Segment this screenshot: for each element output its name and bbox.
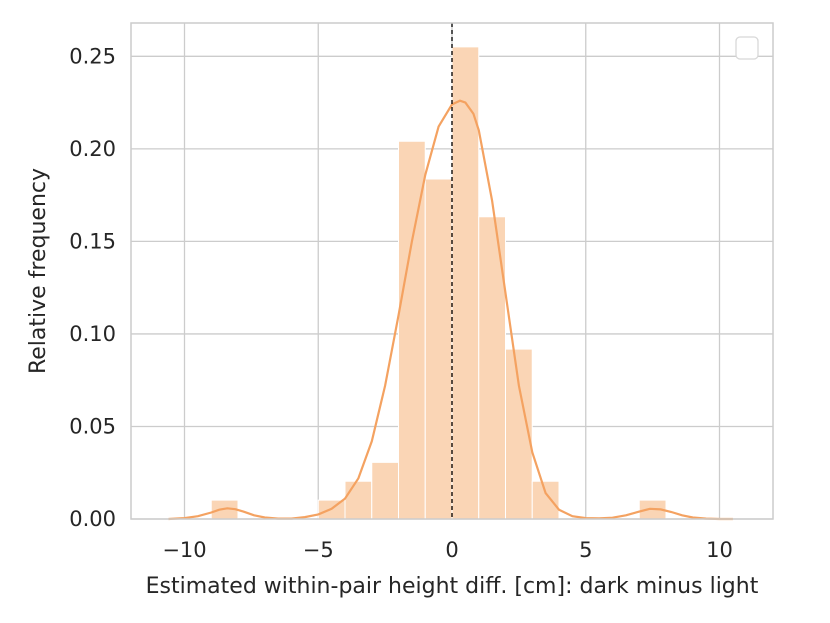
y-tick-label: 0.05 (69, 414, 116, 438)
x-tick-label: 10 (706, 538, 733, 562)
y-axis-title: Relative frequency (26, 168, 51, 374)
plot-frame (130, 22, 774, 520)
histogram-bar (531, 480, 560, 520)
histogram-bar (424, 178, 453, 520)
x-tick-labels: −10 −5 0 5 10 (162, 538, 733, 562)
y-tick-label: 0.00 (69, 507, 116, 531)
x-axis-title: Estimated within-pair height diff. [cm]:… (146, 574, 759, 599)
y-tick-label: 0.10 (69, 322, 116, 346)
x-tick-label: 5 (579, 538, 592, 562)
y-tick-label: 0.15 (69, 229, 116, 253)
x-tick-label: −10 (162, 538, 206, 562)
histogram-bar (398, 140, 426, 520)
histogram-bar (371, 461, 399, 520)
histogram-bar (344, 480, 373, 520)
y-tick-labels: 0.00 0.05 0.10 0.15 0.20 0.25 (69, 44, 116, 531)
y-tick-label: 0.25 (69, 44, 116, 68)
y-tick-label: 0.20 (69, 137, 116, 161)
legend-box (735, 36, 759, 60)
histogram-bars (210, 46, 667, 520)
kde-curve (168, 99, 733, 521)
x-tick-label: −5 (303, 538, 334, 562)
x-tick-label: 0 (445, 538, 458, 562)
